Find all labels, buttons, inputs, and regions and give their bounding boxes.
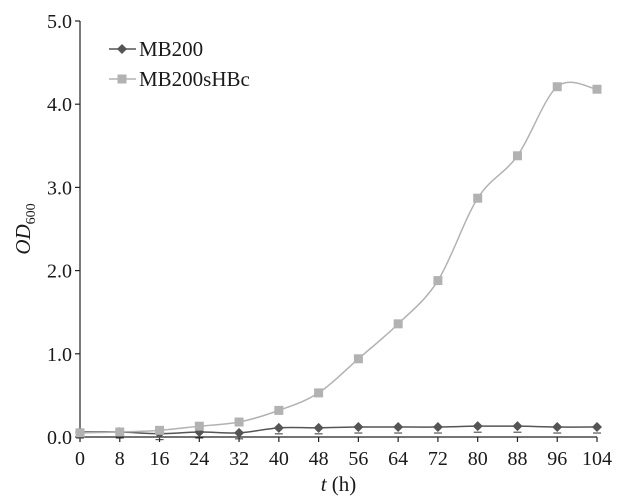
- data-point-mb200: [234, 427, 245, 438]
- series-layer: [75, 81, 602, 441]
- data-point-mb200shbc: [473, 193, 483, 203]
- x-axis-title-var: t: [321, 472, 328, 496]
- data-point-mb200: [552, 422, 563, 433]
- x-axis-title: t (h): [321, 472, 357, 496]
- data-point-mb200: [432, 422, 443, 433]
- data-point-mb200shbc: [194, 421, 204, 431]
- x-axis-title-unit: (h): [327, 472, 357, 496]
- data-point-mb200: [313, 422, 324, 433]
- x-tick-label: 56: [348, 448, 368, 470]
- x-tick-label: 80: [468, 448, 488, 470]
- legend-label-mb200shbc: MB200sHBc: [139, 67, 250, 91]
- x-tick-label: 0: [75, 448, 85, 470]
- y-axis-title-subscript: 600: [24, 203, 39, 224]
- data-point-mb200: [393, 422, 404, 433]
- y-axis-ticks: 0.0 1.0 2.0 3.0 4.0 5.0: [47, 11, 80, 449]
- data-point-mb200shbc: [353, 354, 363, 364]
- data-point-mb200: [353, 422, 364, 433]
- x-tick-label: 96: [547, 448, 567, 470]
- x-tick-label: 88: [507, 448, 527, 470]
- y-axis-title: OD600: [11, 203, 39, 254]
- data-point-mb200: [512, 421, 523, 432]
- legend: MB200 MB200sHBc: [109, 37, 250, 91]
- x-tick-label: 32: [229, 448, 249, 470]
- y-tick-label: 3.0: [47, 177, 72, 199]
- data-point-mb200: [472, 421, 483, 432]
- data-point-mb200shbc: [115, 427, 125, 437]
- x-tick-label: 48: [309, 448, 329, 470]
- y-axis-title-main: OD: [11, 224, 35, 254]
- data-point-mb200shbc: [155, 425, 165, 435]
- data-point-mb200: [592, 422, 602, 433]
- x-tick-label: 8: [115, 448, 125, 470]
- data-point-mb200shbc: [393, 319, 403, 329]
- x-tick-label: 72: [428, 448, 448, 470]
- y-tick-label: 5.0: [47, 11, 72, 33]
- x-tick-label: 40: [269, 448, 289, 470]
- data-point-mb200: [273, 422, 284, 433]
- x-tick-label: 24: [189, 448, 209, 470]
- x-axis-ticks: 0 8 16 24 32 40 48 56 64 72 80 88 96 104: [75, 437, 612, 470]
- y-tick-label: 2.0: [47, 261, 72, 283]
- data-point-mb200shbc: [433, 276, 443, 286]
- data-point-mb200shbc: [592, 84, 602, 94]
- x-tick-label: 104: [582, 448, 612, 470]
- data-point-mb200shbc: [75, 428, 85, 438]
- data-point-mb200shbc: [234, 417, 244, 427]
- y-tick-label: 1.0: [47, 344, 72, 366]
- legend-marker-mb200shbc: [117, 74, 127, 84]
- x-tick-label: 64: [388, 448, 408, 470]
- legend-label-mb200: MB200: [139, 37, 203, 61]
- series-mb200shbc: [75, 81, 602, 438]
- x-tick-label: 16: [150, 448, 170, 470]
- series-line-mb200shbc: [79, 81, 598, 434]
- data-point-mb200shbc: [314, 388, 324, 398]
- data-point-mb200shbc: [274, 405, 284, 415]
- data-point-mb200shbc: [552, 82, 562, 92]
- data-point-mb200shbc: [512, 151, 522, 161]
- legend-marker-mb200: [117, 44, 127, 54]
- y-tick-label: 0.0: [47, 427, 72, 449]
- axes: [79, 21, 597, 438]
- y-tick-label: 4.0: [47, 94, 72, 116]
